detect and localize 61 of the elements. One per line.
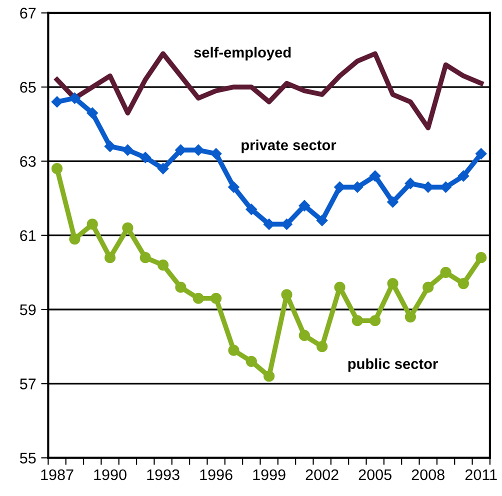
x-tick-label: 2005	[358, 469, 392, 480]
point	[104, 140, 116, 152]
point	[369, 170, 381, 182]
series-label: self-employed	[194, 46, 291, 60]
point	[458, 170, 470, 182]
point	[104, 252, 116, 264]
point	[157, 163, 169, 174]
x-tick-label: 2011	[465, 469, 497, 480]
point	[192, 292, 204, 304]
point	[352, 315, 363, 326]
point	[86, 218, 98, 230]
point	[228, 344, 240, 356]
x-tick-label: 1993	[147, 469, 180, 480]
y-tick-label: 65	[20, 82, 36, 93]
point	[228, 182, 240, 193]
point	[404, 178, 416, 190]
y-tick-label: 67	[20, 8, 36, 19]
point	[51, 96, 63, 108]
x-tick-label: 1987	[41, 469, 74, 480]
point	[69, 92, 80, 104]
point	[175, 282, 186, 293]
point	[122, 222, 134, 234]
point	[458, 278, 469, 290]
y-tick-label: 61	[20, 230, 36, 242]
x-tick-label: 2008	[412, 469, 444, 480]
y-tick-label: 59	[20, 304, 36, 316]
point	[316, 214, 328, 226]
point	[246, 356, 257, 367]
point	[422, 282, 434, 293]
point	[210, 148, 222, 160]
point	[387, 196, 398, 208]
series-label: private sector	[242, 140, 336, 154]
point	[334, 282, 346, 293]
point	[298, 330, 310, 342]
y-tick-label: 57	[20, 378, 36, 390]
x-tick-label: 1999	[253, 469, 286, 480]
point	[86, 107, 98, 119]
point	[210, 292, 222, 304]
x-tick-label: 1996	[200, 469, 232, 480]
series-label: public sector	[348, 358, 438, 372]
point	[476, 148, 487, 160]
x-tick-label: 1990	[94, 469, 126, 480]
point	[316, 341, 328, 352]
point	[264, 370, 275, 382]
point	[298, 200, 310, 212]
point	[281, 289, 292, 300]
point	[387, 278, 398, 290]
point	[440, 266, 452, 278]
point	[122, 144, 134, 156]
point	[476, 252, 487, 264]
y-tick-label: 55	[20, 452, 36, 464]
y-tick-label: 63	[20, 156, 36, 167]
point	[69, 234, 80, 245]
point	[140, 252, 151, 264]
point	[370, 315, 381, 326]
point	[51, 163, 63, 174]
point	[140, 152, 151, 164]
x-tick-label: 2002	[306, 469, 338, 480]
point	[246, 204, 258, 216]
point	[404, 311, 416, 322]
point	[157, 259, 169, 271]
